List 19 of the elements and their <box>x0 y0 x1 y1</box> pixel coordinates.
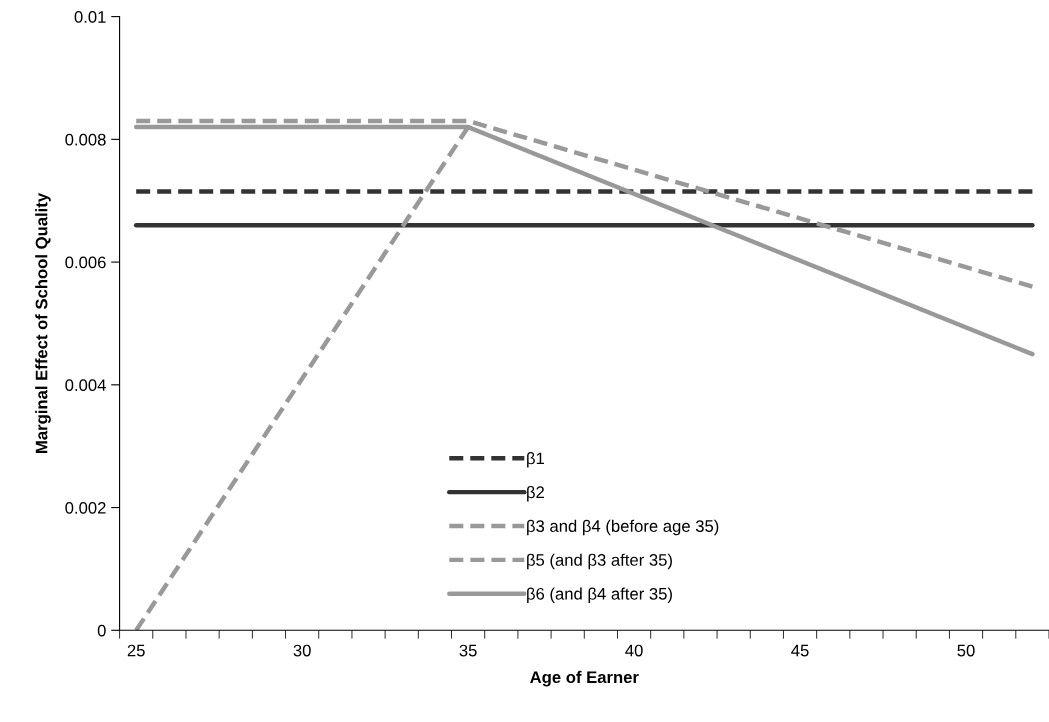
x-tick-label: 35 <box>459 644 477 657</box>
legend-label: β3 and β4 (before age 35) <box>527 519 719 536</box>
x-axis-title: Age of Earner <box>530 670 639 687</box>
y-tick-label: 0 <box>97 624 106 637</box>
legend-label: β6 (and β4 after 35) <box>527 587 672 604</box>
legend-label: β5 (and β3 after 35) <box>527 553 672 570</box>
x-tick-label: 45 <box>791 644 809 657</box>
x-tick-label: 40 <box>625 644 643 657</box>
x-tick-label: 25 <box>127 644 145 657</box>
x-tick-label: 50 <box>957 644 975 657</box>
y-axis-title: Marginal Effect of School Quality <box>35 192 51 453</box>
y-tick-label: 0.002 <box>65 501 106 514</box>
x-tick-label: 30 <box>293 644 311 657</box>
legend-label: β2 <box>527 485 544 502</box>
y-tick-label: 0.008 <box>65 133 106 146</box>
y-tick-label: 0.004 <box>65 379 106 392</box>
y-tick-label: 0.006 <box>65 256 106 269</box>
legend-label: β1 <box>527 452 544 468</box>
y-tick-label: 0.01 <box>74 11 106 23</box>
